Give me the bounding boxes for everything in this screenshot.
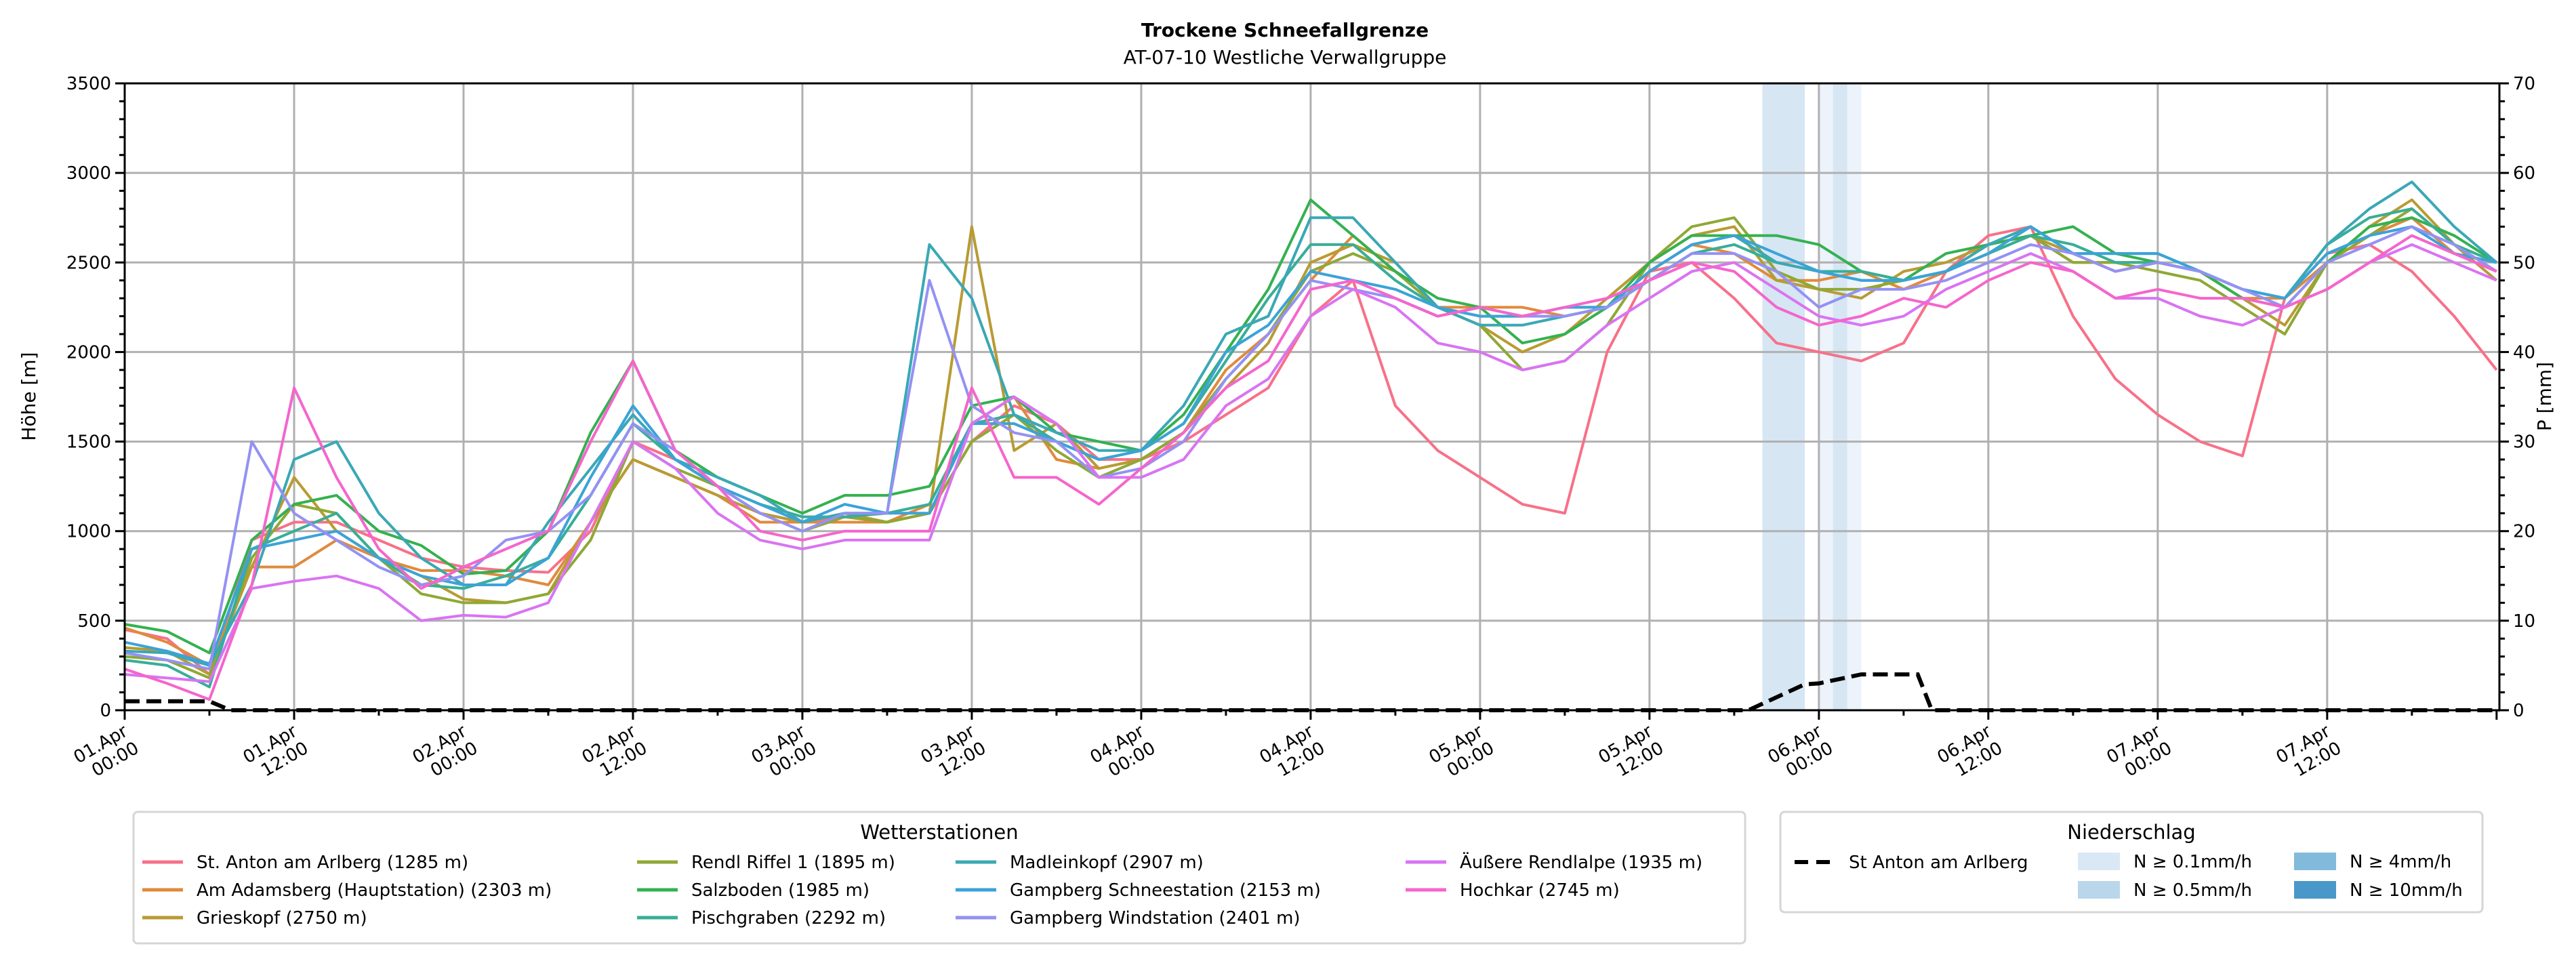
- series-lines: [124, 180, 2498, 701]
- y2-tick-label: 20: [2513, 522, 2535, 542]
- legend-label: Am Adamsberg (Hauptstation) (2303 m): [197, 880, 552, 901]
- legend-label: N ≥ 0.1mm/h: [2133, 852, 2252, 872]
- legend-item: Pischgraben (2292 m): [637, 908, 886, 928]
- legend-item: Gampberg Windstation (2401 m): [956, 908, 1301, 928]
- legend-title: Wetterstationen: [860, 821, 1018, 844]
- legend-label: Grieskopf (2750 m): [197, 908, 367, 928]
- y2-tick-label: 70: [2513, 74, 2535, 94]
- legend-item: Am Adamsberg (Hauptstation) (2303 m): [142, 880, 552, 901]
- y-tick-label: 3000: [66, 163, 111, 184]
- precipitation-legend: Niederschlag St Anton am Arlberg N ≥ 0.1mm…: [1779, 811, 2484, 914]
- series-line-4: [124, 198, 2497, 655]
- axes: 0 500 1000 1500 2000 2500 3000 3500 0 10 20 30 40 50 6…: [66, 74, 2535, 781]
- legend-swatch: [2078, 853, 2120, 870]
- precip-band-2: [1833, 83, 1847, 710]
- y2-tick-label: 40: [2513, 342, 2535, 363]
- legend-label: N ≥ 10mm/h: [2350, 880, 2463, 901]
- series-line-5: [124, 207, 2497, 689]
- y-axis-label: Höhe [m]: [18, 352, 40, 441]
- legend-item: St. Anton am Arlberg (1285 m): [142, 853, 468, 873]
- legend-label: Pischgraben (2292 m): [691, 908, 886, 928]
- legend-item: Rendl Riffel 1 (1895 m): [637, 853, 895, 873]
- stations-legend: Wetterstationen St. Anton am Arlberg (128…: [132, 811, 1746, 945]
- y-tick-label: 500: [77, 611, 111, 632]
- y-tick-label: 0: [100, 701, 111, 721]
- legend-box: [132, 811, 1746, 945]
- legend-title: Niederschlag: [2067, 821, 2195, 844]
- plot-frame: [123, 82, 2501, 712]
- legend-item: Salzboden (1985 m): [637, 880, 870, 901]
- chart-title: Trockene Schneefallgrenze: [1141, 19, 1429, 41]
- legend-label: Madleinkopf (2907 m): [1010, 853, 1204, 873]
- precip-band-1: [1818, 83, 1833, 710]
- legend-label: N ≥ 0.5mm/h: [2133, 880, 2252, 901]
- legend-label: Rendl Riffel 1 (1895 m): [691, 853, 895, 873]
- series-line-7: [124, 225, 2497, 666]
- y2-axis-label: P [mm]: [2533, 362, 2556, 431]
- y2-tick-label: 50: [2513, 253, 2535, 273]
- legend-swatch: [2078, 881, 2120, 899]
- legend-item: Grieskopf (2750 m): [142, 908, 367, 928]
- y2-tick-label: 30: [2513, 432, 2535, 453]
- legend-item: Gampberg Schneestation (2153 m): [956, 880, 1321, 901]
- legend-item: Äußere Rendlalpe (1935 m): [1406, 851, 1702, 873]
- legend-label: Gampberg Schneestation (2153 m): [1010, 880, 1321, 901]
- legend-label: N ≥ 4mm/h: [2350, 852, 2451, 872]
- precipitation-bands: [1762, 83, 1862, 710]
- chart-subtitle: AT-07-10 Westliche Verwallgruppe: [1124, 46, 1447, 68]
- legend-label: Salzboden (1985 m): [691, 880, 870, 901]
- precip-band-0: [1762, 83, 1805, 710]
- y2-tick-label: 10: [2513, 611, 2535, 632]
- legend-label: St. Anton am Arlberg (1285 m): [197, 853, 468, 873]
- legend-label: Äußere Rendlalpe (1935 m): [1460, 851, 1702, 873]
- legend-label: Hochkar (2745 m): [1460, 880, 1620, 901]
- precip-band-3: [1847, 83, 1862, 710]
- y-tick-label: 2000: [66, 342, 111, 363]
- legend-label: St Anton am Arlberg: [1849, 853, 2028, 873]
- precip-accumulated-line: [125, 672, 2499, 712]
- legend-swatch: [2294, 853, 2336, 870]
- series-line-10: [124, 234, 2497, 701]
- legend-label: Gampberg Windstation (2401 m): [1010, 908, 1301, 928]
- series-line-8: [124, 225, 2497, 671]
- y-tick-label: 2500: [66, 253, 111, 273]
- y2-tick-label: 60: [2513, 163, 2535, 184]
- y-tick-label: 1000: [66, 522, 111, 542]
- legend-item: Hochkar (2745 m): [1406, 880, 1620, 901]
- legend-item: Madleinkopf (2907 m): [956, 853, 1204, 873]
- y2-tick-label: 0: [2513, 701, 2524, 721]
- y-tick-label: 1500: [66, 432, 111, 453]
- y-tick-label: 3500: [66, 74, 111, 94]
- legend-swatch: [2294, 881, 2336, 899]
- precipitation-line: [125, 672, 2499, 712]
